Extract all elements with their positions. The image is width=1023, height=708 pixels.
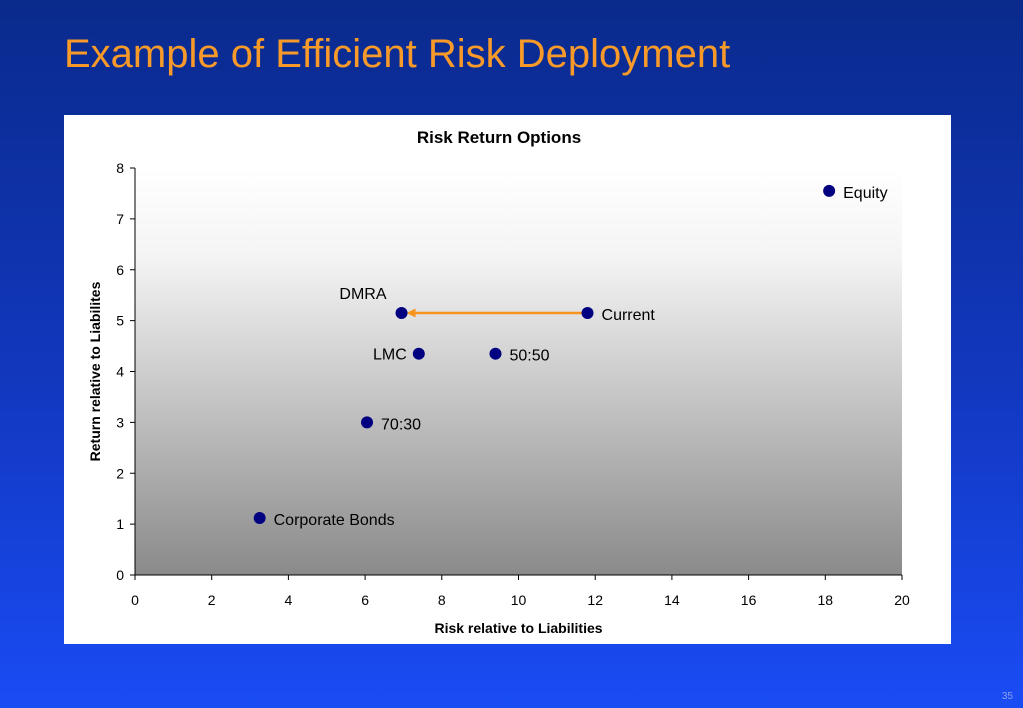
data-point bbox=[253, 512, 266, 525]
x-tick-label: 6 bbox=[361, 592, 369, 608]
y-axis-label: Return relative to Liabilites bbox=[87, 281, 103, 461]
data-point bbox=[412, 347, 425, 360]
x-tick-label: 10 bbox=[511, 592, 527, 608]
y-tick-label: 6 bbox=[116, 262, 124, 278]
data-label: Current bbox=[602, 307, 656, 324]
x-tick-label: 12 bbox=[587, 592, 603, 608]
y-tick-label: 8 bbox=[116, 160, 124, 176]
data-point bbox=[581, 306, 594, 319]
y-tick-label: 5 bbox=[116, 313, 124, 329]
x-axis-label: Risk relative to Liabilities bbox=[434, 620, 602, 636]
data-label: DMRA bbox=[339, 286, 386, 303]
slide-title: Example of Efficient Risk Deployment bbox=[64, 32, 731, 76]
x-tick-label: 4 bbox=[285, 592, 293, 608]
y-tick-label: 2 bbox=[116, 465, 124, 481]
data-label: Equity bbox=[843, 185, 887, 202]
data-point bbox=[823, 184, 836, 197]
shift-arrow-head bbox=[406, 308, 416, 318]
plot-area bbox=[135, 168, 902, 575]
chart-title: Risk Return Options bbox=[417, 128, 581, 147]
y-tick-label: 3 bbox=[116, 414, 124, 430]
y-tick-label: 7 bbox=[116, 211, 124, 227]
data-label: 70:30 bbox=[381, 416, 421, 433]
data-label: Corporate Bonds bbox=[274, 512, 395, 529]
x-tick-label: 8 bbox=[438, 592, 446, 608]
y-tick-label: 1 bbox=[116, 516, 124, 532]
data-label: LMC bbox=[373, 347, 407, 364]
x-tick-label: 14 bbox=[664, 592, 680, 608]
data-point bbox=[489, 347, 502, 360]
x-tick-label: 20 bbox=[894, 592, 910, 608]
x-tick-label: 18 bbox=[818, 592, 834, 608]
data-point bbox=[395, 306, 408, 319]
page-number: 35 bbox=[1001, 691, 1013, 702]
chart-panel: Risk Return Options 0 1 2 3 4 5 6 7 8 0 2 4 6 8 10 12 14… bbox=[64, 115, 951, 644]
y-tick-label: 0 bbox=[116, 567, 124, 583]
x-tick-label: 2 bbox=[208, 592, 216, 608]
y-tick-label: 4 bbox=[116, 364, 124, 380]
data-point bbox=[361, 416, 374, 429]
x-tick-label: 0 bbox=[131, 592, 139, 608]
x-tick-label: 16 bbox=[741, 592, 757, 608]
data-label: 50:50 bbox=[509, 348, 549, 365]
